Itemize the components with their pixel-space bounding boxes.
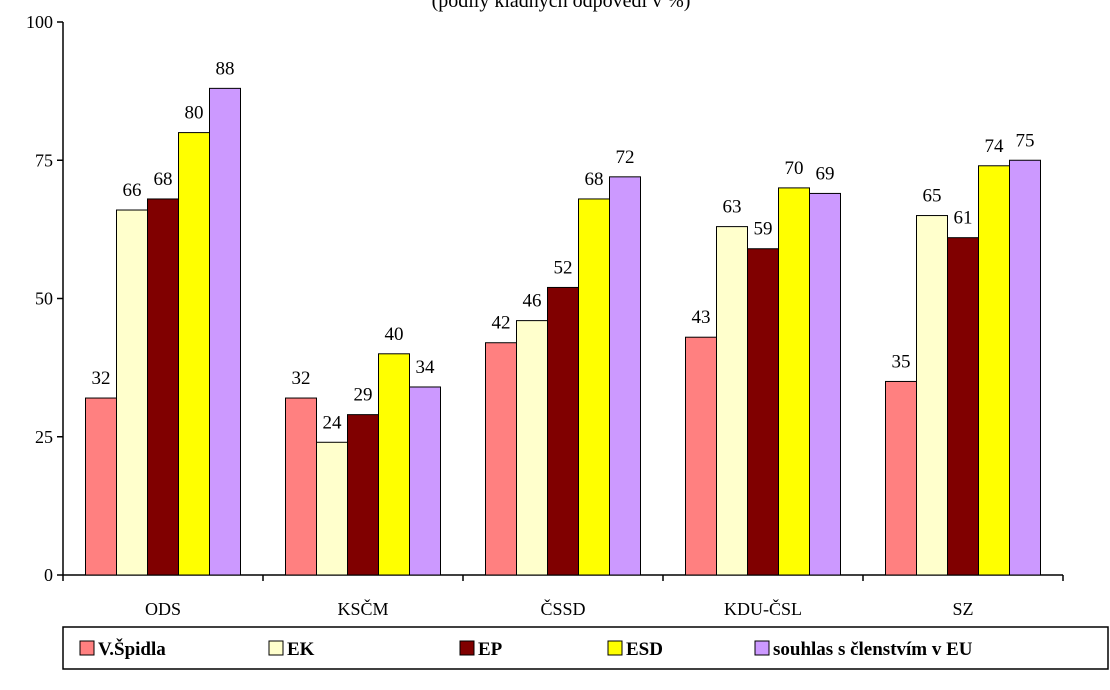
- data-label: 29: [354, 385, 373, 406]
- data-label: 32: [292, 368, 311, 389]
- axes: 0 25 50 75 100 ODS KSČM ČSSD KDU-ČSL SZ: [26, 12, 1064, 619]
- bar: [609, 176, 641, 576]
- bar: [316, 441, 348, 576]
- bar: [347, 414, 379, 576]
- bar: [809, 192, 841, 576]
- category-label: KSČM: [337, 598, 388, 619]
- legend-box: [62, 626, 1109, 670]
- bar: [578, 198, 610, 576]
- data-label: 69: [816, 163, 835, 184]
- y-tick-label: 0: [44, 565, 53, 585]
- data-labels: 32 66 68 80 88 32 24 29 40 34 42 46 52 68 72 43 63 59 70 69…: [92, 58, 1035, 433]
- bar: [747, 248, 779, 576]
- y-tick-label: 25: [35, 427, 53, 447]
- legend-label: ESD: [626, 639, 663, 660]
- bar: [716, 226, 748, 576]
- bar: [778, 187, 810, 576]
- legend-label: EK: [287, 639, 315, 660]
- data-label: 42: [492, 313, 511, 334]
- data-label: 32: [92, 368, 111, 389]
- data-label: 75: [1016, 130, 1035, 151]
- data-label: 43: [692, 307, 711, 328]
- data-label: 34: [416, 357, 436, 378]
- legend-swatch: [459, 640, 475, 656]
- bar: [209, 87, 241, 576]
- data-label: 46: [523, 291, 542, 312]
- chart-subtitle: (podíly kladných odpovědí v %): [432, 0, 691, 12]
- data-label: 70: [785, 158, 804, 179]
- legend-swatch: [754, 640, 770, 656]
- bar: [409, 386, 441, 576]
- data-label: 66: [123, 180, 142, 201]
- data-label: 24: [323, 412, 343, 433]
- y-tick-label: 50: [35, 289, 53, 309]
- bar: [978, 165, 1010, 576]
- category-label: KDU-ČSL: [724, 598, 802, 619]
- bar: [85, 397, 117, 576]
- bar: [116, 209, 148, 576]
- legend-swatch: [607, 640, 623, 656]
- category-label: ODS: [145, 599, 181, 619]
- data-label: 80: [185, 103, 204, 124]
- legend-label: EP: [478, 639, 503, 660]
- bar: [916, 215, 948, 576]
- data-label: 72: [616, 147, 635, 168]
- legend-swatch: [79, 640, 95, 656]
- legend-label: V.Špidla: [98, 638, 166, 660]
- data-label: 40: [385, 324, 404, 345]
- y-tick-label: 100: [26, 12, 53, 32]
- legend: V.Špidla EK EP ESD souhlas s členstvím v EU: [62, 626, 1109, 670]
- bar: [485, 342, 517, 576]
- bar: [378, 353, 410, 576]
- data-label: 74: [985, 136, 1005, 157]
- data-label: 35: [892, 351, 911, 372]
- data-label: 88: [216, 58, 235, 79]
- bar: [685, 336, 717, 576]
- bar: [885, 380, 917, 576]
- bar: [947, 237, 979, 576]
- bar: [178, 132, 210, 576]
- data-label: 59: [754, 219, 773, 240]
- category-label: ČSSD: [540, 598, 585, 619]
- bar: [285, 397, 317, 576]
- data-label: 68: [585, 169, 604, 190]
- legend-label: souhlas s členstvím v EU: [773, 639, 973, 660]
- data-label: 65: [923, 186, 942, 207]
- data-label: 63: [723, 197, 742, 218]
- category-label: SZ: [952, 599, 973, 619]
- data-label: 61: [954, 208, 973, 229]
- data-label: 52: [554, 257, 573, 278]
- legend-swatch: [268, 640, 284, 656]
- bar: [147, 198, 179, 576]
- data-label: 68: [154, 169, 173, 190]
- bar: [547, 286, 579, 576]
- bar: [1009, 159, 1041, 576]
- y-tick-label: 75: [35, 150, 53, 170]
- bar: [516, 320, 548, 576]
- bars: [85, 87, 1041, 576]
